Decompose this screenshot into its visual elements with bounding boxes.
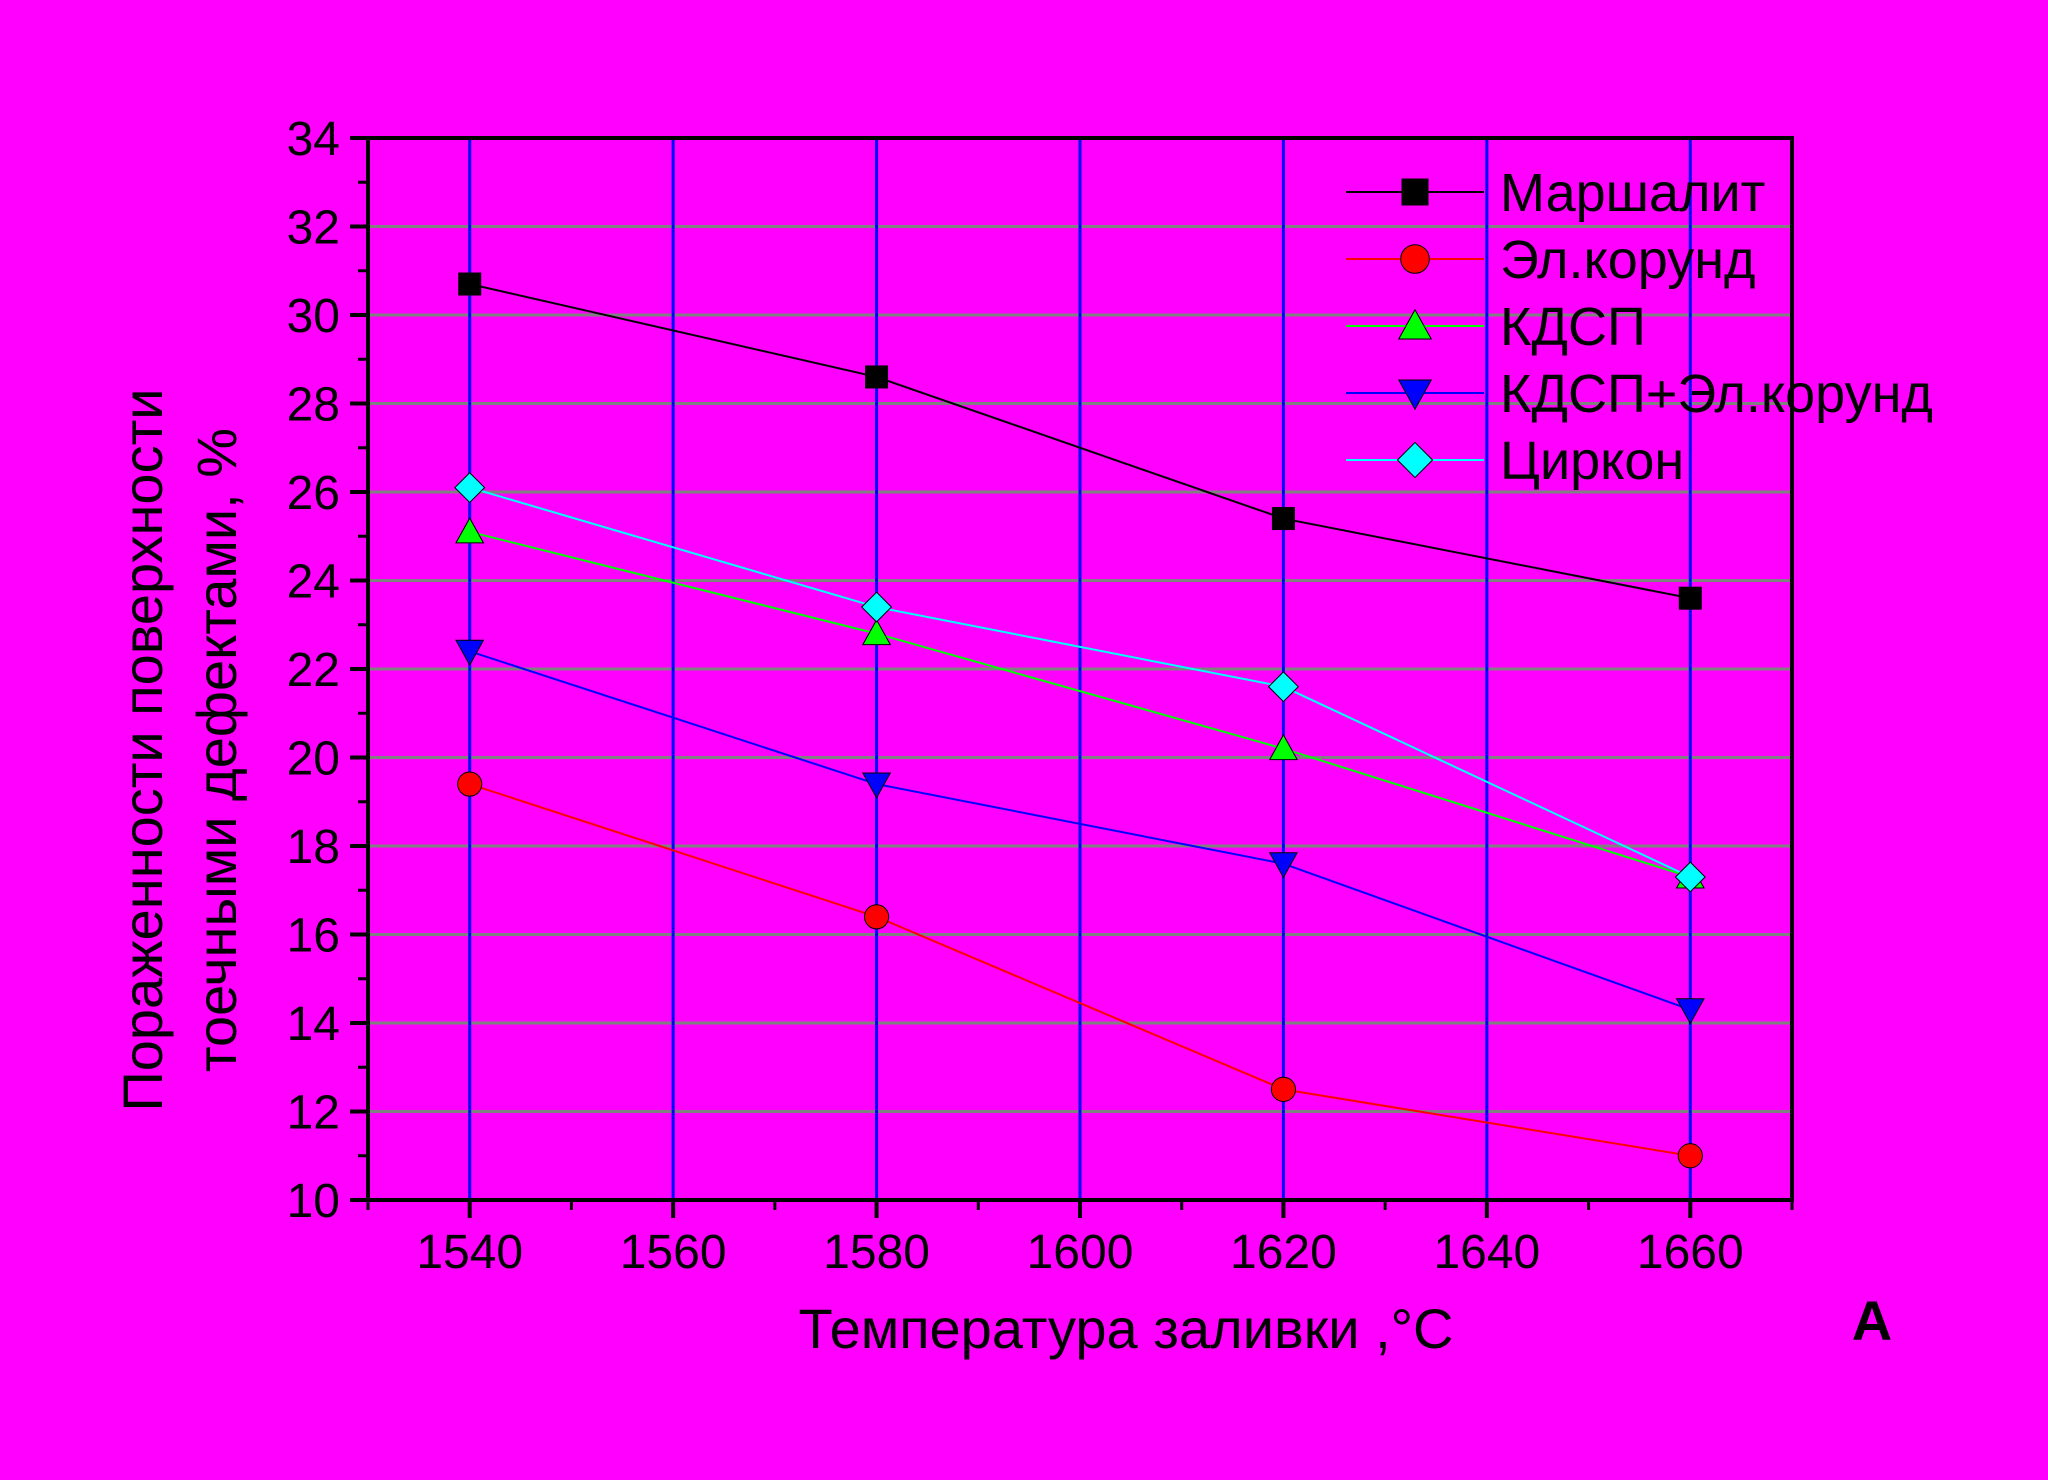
x-tick-label: 1580 (823, 1226, 930, 1279)
x-tick-label: 1600 (1027, 1226, 1134, 1279)
x-tick-label: 1660 (1637, 1226, 1744, 1279)
series-line (469, 530, 1691, 878)
y-tick-label: 26 (287, 467, 340, 520)
y-tick-label: 34 (287, 113, 340, 166)
legend-label: Эл.корунд (1500, 230, 1756, 290)
y-axis-title-line-2: тоечными дефектами, % (185, 428, 248, 1072)
data-point (861, 772, 892, 799)
data-point (1270, 1076, 1297, 1102)
y-tick-label: 32 (287, 202, 340, 255)
legend-entry-1: Маршалит (1346, 163, 1765, 223)
data-point (1678, 586, 1702, 610)
legend-marker (1397, 308, 1433, 340)
series-line (469, 486, 1691, 878)
series-4 (455, 639, 1705, 1025)
data-point (861, 591, 893, 623)
y-tick-label: 10 (287, 1175, 340, 1228)
legend-marker (1396, 441, 1434, 479)
legend-label: КДСП+Эл.корунд (1500, 364, 1933, 424)
series-1 (458, 272, 1702, 610)
legend-label: Циркон (1500, 431, 1684, 491)
legend-entry-4: КДСП+Эл.корунд (1346, 364, 1933, 424)
data-point (455, 517, 485, 544)
legend-marker (1397, 379, 1433, 411)
y-tick-label: 14 (287, 998, 340, 1051)
series-line (469, 283, 1691, 600)
data-point (457, 771, 483, 797)
legend-marker (1401, 178, 1429, 206)
legend-marker (1400, 244, 1430, 274)
y-tick-label: 20 (287, 733, 340, 786)
axes: 10 12 14 16 18 20 22 24 26 28 30 32 34 1540 1560 1580 16… (287, 113, 1794, 1279)
y-tick-label: 18 (287, 821, 340, 874)
data-point (1674, 861, 1706, 893)
series-5 (454, 472, 1706, 893)
data-point (455, 639, 485, 667)
legend-entry-2: Эл.корунд (1346, 230, 1756, 290)
legend: Маршалит Эл.корунд КДСП КДСП+Эл.корунд Цирко… (1346, 163, 1933, 491)
data-point (458, 272, 482, 296)
data-point (1677, 1143, 1703, 1169)
data-point (1268, 852, 1299, 879)
data-point (863, 904, 890, 930)
legend-entry-5: Циркон (1346, 431, 1684, 491)
x-tick-label: 1540 (416, 1226, 523, 1279)
series-line (469, 783, 1691, 1157)
data-point (1675, 998, 1705, 1025)
legend-label: Маршалит (1500, 163, 1765, 223)
data-point (454, 472, 486, 504)
y-tick-label: 12 (287, 1087, 340, 1140)
series-2 (457, 771, 1703, 1169)
panel-label: A (1852, 1289, 1892, 1352)
legend-label: КДСП (1500, 297, 1646, 357)
data-point (861, 618, 892, 646)
y-tick-label: 30 (287, 290, 340, 343)
data-point (1267, 671, 1299, 703)
data-point (1268, 733, 1299, 761)
series-group (454, 272, 1706, 1169)
data-point (1271, 507, 1295, 531)
y-tick-label: 24 (287, 556, 340, 609)
legend-entry-3: КДСП (1346, 297, 1646, 357)
y-tick-label: 22 (287, 644, 340, 697)
x-tick-label: 1640 (1433, 1226, 1540, 1279)
y-axis-title-line-1: Пораженности поверхности (111, 388, 174, 1111)
data-point (865, 365, 889, 389)
x-axis-title: Температура заливки ,°С (799, 1297, 1454, 1360)
y-tick-label: 28 (287, 379, 340, 432)
x-tick-label: 1620 (1230, 1226, 1337, 1279)
series-line (469, 650, 1691, 1011)
x-tick-label: 1560 (620, 1226, 727, 1279)
y-tick-label: 16 (287, 910, 340, 963)
